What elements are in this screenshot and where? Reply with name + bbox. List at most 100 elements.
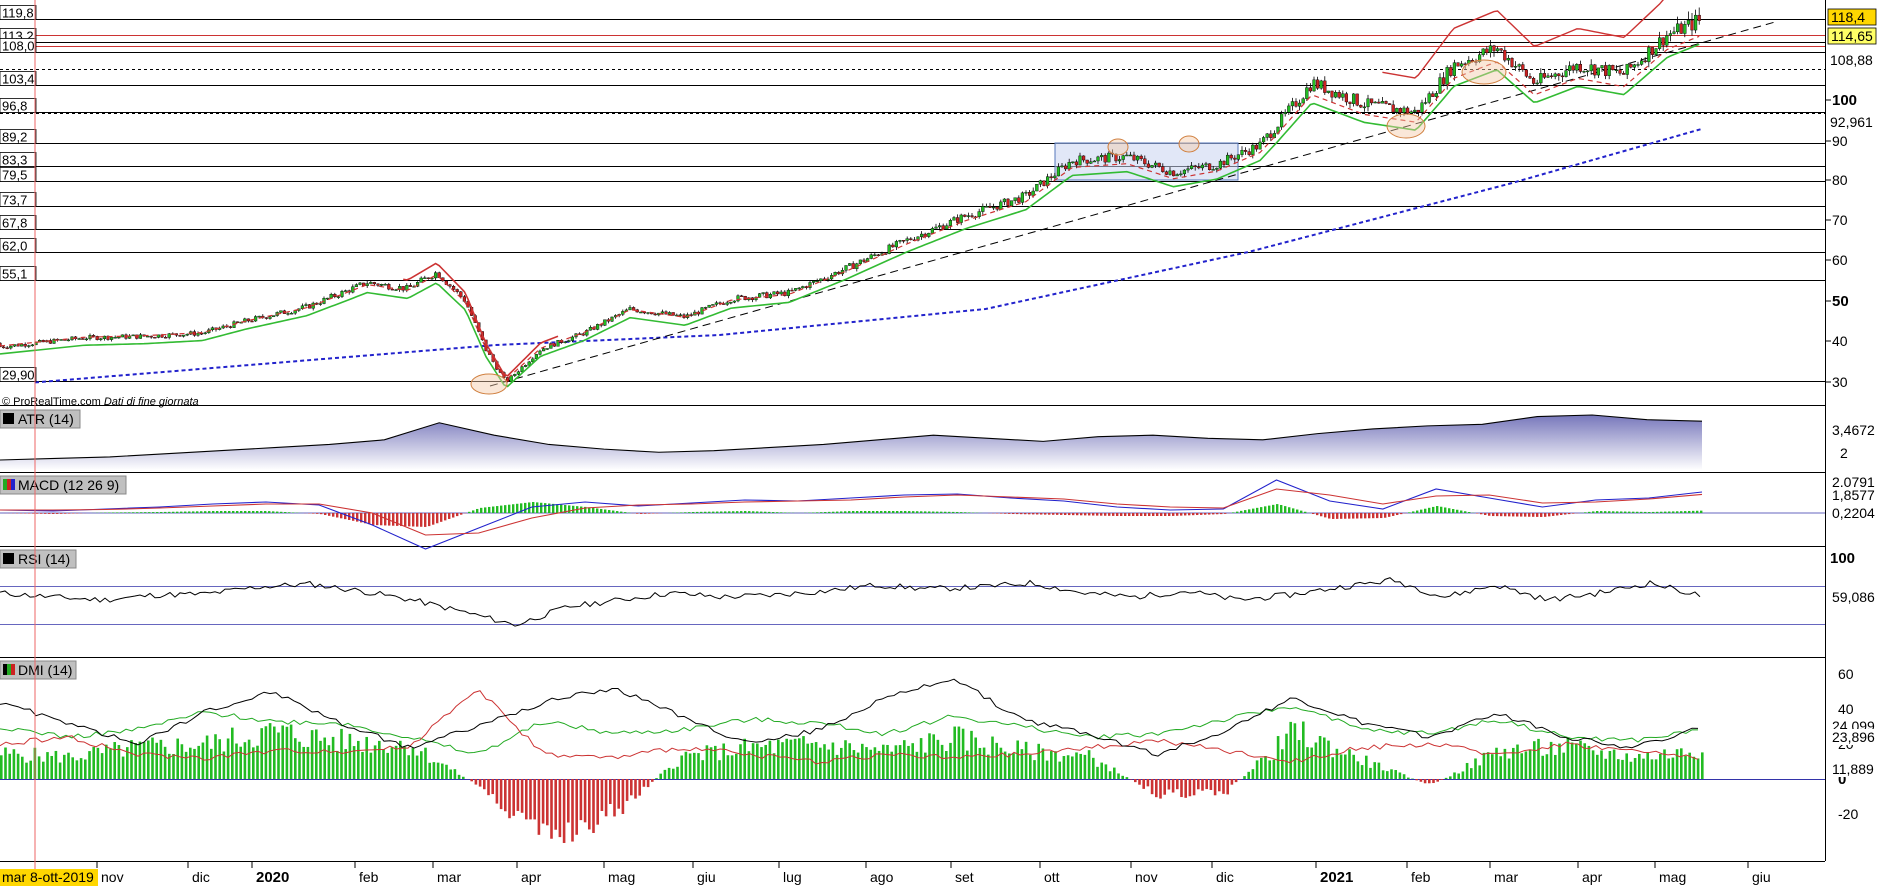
macd-hist-bar [1356, 513, 1359, 519]
macd-hist-bar [860, 511, 863, 513]
candle-body [336, 296, 340, 298]
macd-hist-bar [144, 512, 147, 513]
candle-body [1168, 170, 1172, 175]
candle-body [1672, 31, 1676, 34]
macd-hist-bar [744, 511, 747, 513]
macd-hist-bar [1180, 513, 1183, 516]
dmi-hist-bar [239, 746, 242, 779]
dmi-hist-bar [739, 744, 742, 779]
candle-body [1146, 163, 1150, 168]
dmi-hist-bar [147, 740, 150, 779]
candle-body [873, 254, 877, 256]
candle-body [538, 350, 542, 355]
price-tick-label: 50 [1832, 293, 1849, 310]
dmi-hist-bar [1537, 738, 1540, 779]
macd-hist-bar [960, 512, 963, 513]
macd-hist-bar [1400, 513, 1403, 515]
dmi-hist-bar [138, 741, 142, 779]
candle-body [815, 280, 819, 282]
rsi-title[interactable]: RSI (14) [0, 549, 77, 569]
macd-hist-bar [1032, 513, 1035, 515]
macd-hist-bar [1488, 513, 1491, 516]
candle-body [95, 336, 99, 340]
macd-hist-bar [336, 513, 339, 518]
macd-hist-bar [1088, 513, 1091, 516]
dmi-hist-bar [117, 745, 121, 779]
dmi-hist-bar [1243, 776, 1246, 779]
candle-body [1395, 108, 1399, 113]
candle-body [1117, 159, 1122, 162]
dmi-hist-bar [1646, 752, 1649, 779]
dmi-hist-bar [1562, 752, 1565, 779]
candle-body [1240, 149, 1244, 155]
macd-hist-bar [1624, 511, 1627, 513]
macd-hist-bar [1476, 513, 1479, 514]
dmi-hist-bar [63, 754, 66, 779]
candle-body [837, 272, 841, 275]
month-label: dic [1216, 869, 1234, 885]
macd-hist-bar [1600, 511, 1603, 513]
candle-body [1229, 154, 1233, 159]
candle-body [664, 311, 668, 315]
price-axis: 100 90 80 70 60 50 40 30 [1825, 92, 1857, 390]
dmi-hist-bar [621, 779, 625, 814]
macd-hist-bar [1536, 513, 1539, 517]
dmi-hist-bar [1117, 773, 1120, 779]
dmi-hist-bar [1180, 779, 1183, 798]
price-tick-label: 100 [1832, 92, 1857, 109]
dmi-hist-bar [428, 762, 431, 779]
macd-hist-bar [1312, 513, 1315, 515]
macd-hist-bar [1640, 511, 1643, 513]
dmi-hist-bar [831, 742, 835, 779]
macd-hist-bar [1092, 513, 1095, 516]
candle-body [632, 307, 636, 310]
dmi-hist-bar [1050, 751, 1053, 779]
candle-body [1611, 65, 1615, 71]
macd-hist-bar [1556, 513, 1559, 516]
candle-body [1585, 70, 1590, 73]
candle-body [1143, 158, 1147, 165]
dmi-hist-bar [457, 774, 461, 779]
dmi-hist-bar [1398, 772, 1402, 779]
macd-title[interactable]: MACD (12 26 9) [0, 475, 127, 495]
dmi-hist-bar [995, 742, 998, 779]
dmi-hist-bar [285, 726, 289, 779]
price-badge-label: 114,65 [1831, 28, 1873, 44]
macd-hist-bar [48, 513, 51, 514]
candle-body [153, 336, 157, 339]
dmi-hist-bar [1192, 779, 1196, 796]
candle-body [401, 286, 405, 291]
dmi-hist-bar [315, 729, 318, 779]
macd-hist-bar [820, 512, 823, 513]
macd-hist-bar [636, 513, 639, 514]
candle-body [235, 321, 240, 323]
candle-body [1017, 197, 1021, 203]
macd-hist-bar [552, 503, 555, 513]
dmi-hist-bar [1696, 758, 1700, 779]
candle-body [729, 301, 733, 304]
dmi-tick: 60 [1838, 666, 1854, 682]
dmi-title[interactable]: DMI (14) [0, 660, 77, 680]
macd-hist-bar [436, 513, 439, 524]
macd-hist-bar [1572, 513, 1575, 514]
candle-body [1348, 101, 1352, 104]
candle-body [434, 272, 438, 279]
dmi-hist-bar [1104, 764, 1108, 779]
candle-body [981, 206, 985, 212]
candle-body [1186, 168, 1190, 171]
macd-hist-bar [1432, 506, 1435, 513]
dmi-hist-bar [88, 751, 91, 779]
candle-body [819, 278, 823, 281]
dmi-hist-bar [1289, 721, 1292, 779]
candle-body [1647, 47, 1651, 63]
macd-hist-bar [1564, 513, 1567, 515]
level-label-box [0, 266, 37, 281]
dmi-hist-bar [1541, 755, 1544, 779]
macd-hist-bar [1688, 510, 1691, 513]
atr-title[interactable]: ATR (14) [0, 409, 81, 429]
month-label: ott [1044, 869, 1060, 885]
macd-hist-bar [1012, 513, 1015, 515]
macd-hist-bar [1560, 513, 1563, 516]
candle-body [858, 259, 862, 264]
